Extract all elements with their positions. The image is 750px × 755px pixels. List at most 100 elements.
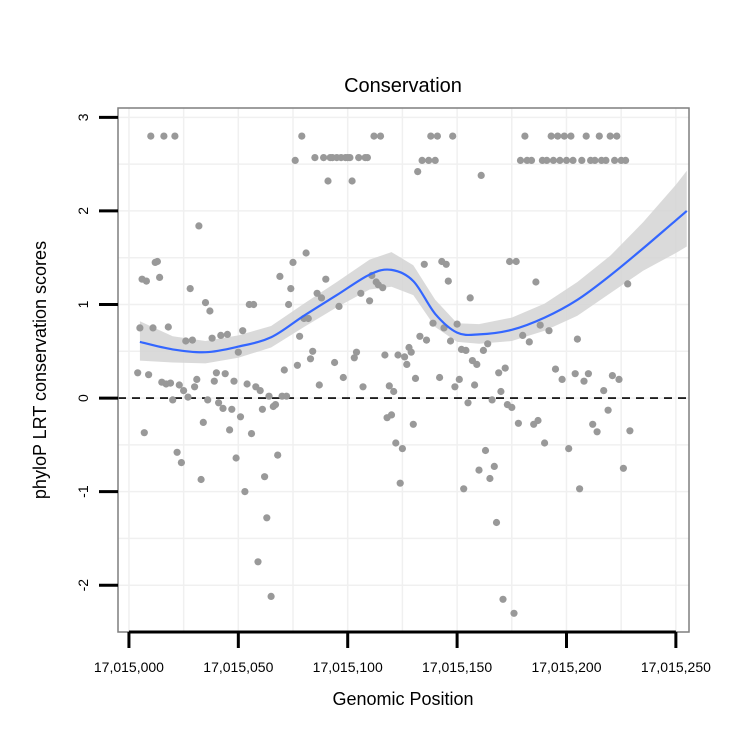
data-point [339, 373, 347, 382]
data-point [322, 275, 330, 283]
data-point [484, 340, 492, 348]
data-point [166, 379, 175, 387]
data-point [293, 361, 301, 369]
data-point [403, 360, 411, 368]
data-point [156, 273, 164, 281]
data-point [425, 156, 433, 164]
data-point [495, 369, 503, 377]
data-point [521, 132, 529, 140]
data-point [576, 485, 584, 493]
data-point [569, 156, 577, 164]
y-tick-label: 0 [75, 394, 91, 402]
data-point [492, 518, 501, 527]
x-tick-label: 17,015,100 [313, 659, 383, 675]
data-point [184, 393, 192, 401]
data-point [309, 347, 317, 355]
data-point [376, 132, 385, 140]
data-point [422, 336, 431, 344]
data-point [331, 358, 339, 367]
data-point [624, 280, 632, 288]
data-point [466, 294, 474, 302]
data-point [506, 257, 514, 266]
data-point [409, 420, 417, 428]
data-point [613, 132, 621, 140]
smooth-curve-layer [139, 210, 688, 354]
data-point [549, 156, 558, 164]
data-point [352, 348, 361, 356]
data-point [324, 177, 332, 185]
data-point [562, 156, 571, 164]
data-point [600, 387, 608, 395]
data-point [471, 381, 479, 389]
data-point [169, 396, 177, 404]
y-tick-label: -1 [75, 485, 91, 498]
data-point [346, 154, 354, 162]
data-point [182, 337, 190, 345]
data-point [571, 370, 579, 378]
data-point [379, 284, 387, 292]
data-point [298, 132, 306, 140]
data-point [479, 346, 487, 354]
data-point [153, 257, 161, 266]
data-point [149, 324, 157, 332]
data-point [497, 387, 505, 396]
point-layer [134, 132, 634, 617]
data-point [510, 609, 518, 617]
data-point [534, 416, 542, 425]
data-point [348, 177, 356, 185]
data-point [228, 405, 236, 413]
data-point [390, 387, 398, 396]
data-point [254, 558, 262, 566]
data-point [525, 338, 533, 346]
data-point [446, 337, 455, 345]
data-point [420, 260, 428, 268]
data-point [573, 335, 582, 343]
data-point [475, 466, 483, 474]
data-point [263, 514, 271, 522]
data-point [359, 383, 367, 391]
data-point [315, 381, 323, 389]
data-point [313, 289, 321, 297]
data-point [160, 132, 168, 140]
data-point [433, 132, 441, 140]
data-point [335, 302, 343, 310]
data-point [256, 387, 264, 395]
data-point [250, 300, 258, 309]
data-point [602, 156, 610, 164]
data-point [516, 156, 525, 164]
data-point [306, 355, 315, 363]
data-point [247, 430, 256, 438]
chart-title: Conservation [344, 75, 462, 97]
data-point [276, 272, 284, 280]
data-point [608, 372, 617, 380]
data-point [296, 332, 304, 340]
data-point [532, 278, 540, 286]
data-point [558, 375, 566, 383]
data-point [514, 419, 523, 427]
data-point [589, 420, 597, 428]
data-point [320, 154, 328, 162]
data-point [136, 324, 144, 332]
data-point [280, 366, 288, 374]
data-point [241, 488, 249, 496]
data-point [611, 156, 619, 164]
data-point [282, 392, 291, 400]
data-point [304, 314, 312, 323]
data-point [217, 331, 225, 339]
data-point [436, 373, 444, 382]
data-point [551, 365, 560, 373]
data-point [201, 299, 210, 307]
data-point [481, 446, 490, 455]
data-point [145, 371, 153, 379]
data-point [285, 300, 293, 309]
data-point [527, 156, 536, 164]
data-point [490, 462, 498, 470]
data-point [350, 354, 358, 362]
data-point [219, 404, 227, 412]
data-point [545, 327, 553, 335]
data-point [488, 396, 496, 404]
data-point [289, 258, 297, 266]
data-point [164, 323, 172, 331]
data-point [363, 154, 371, 162]
